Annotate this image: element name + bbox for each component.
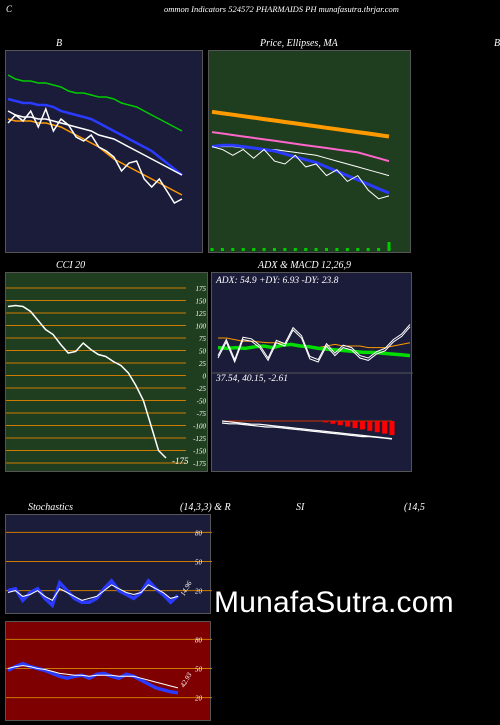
macd-histogram-bar (337, 421, 343, 426)
volume-bar (314, 248, 318, 251)
price-series-0 (211, 109, 390, 139)
macd-histogram-bar (367, 421, 373, 431)
cci-tick-label: -100 (193, 423, 206, 431)
macd-histogram-bar (352, 421, 358, 428)
volume-bar (304, 248, 308, 251)
rsi-series-white (7, 665, 179, 689)
volume-bar (210, 248, 214, 251)
cci-chart: 175 150 125 100 75 50 25 0 -25 -50 -75 -100 -125 -150… (6, 285, 207, 468)
volume-bar (231, 248, 235, 251)
volume-bar (283, 248, 287, 251)
macd-histogram-bar (322, 421, 328, 423)
volume-bar (345, 248, 349, 251)
stochastics-panel: 80 50 20 14.96 (5, 514, 212, 614)
stochastics-series-blue (7, 578, 180, 609)
macd-histogram-bar (389, 421, 395, 435)
cci-tick-label: -50 (197, 398, 207, 406)
chart-title-stochastics: Stochastics (28, 502, 73, 513)
bollinger-series-2 (7, 110, 183, 176)
chart-title-adx: ADX & MACD 12,26,9 (258, 260, 352, 271)
rsi-last-label: 42.93 (179, 671, 194, 689)
chart-title-price: Price, Ellipses, MA (260, 38, 338, 49)
volume-bar (293, 248, 297, 251)
cci-tick-label: -75 (197, 410, 207, 418)
bollinger-series-1 (7, 97, 183, 176)
cci-line (7, 304, 167, 459)
rsi-tick-label: 20 (195, 695, 203, 703)
adx-series-white (217, 326, 411, 364)
volume-bar (262, 248, 266, 251)
bollinger-panel (5, 50, 203, 253)
price-panel (208, 50, 411, 253)
bollinger-chart (7, 74, 183, 204)
rsi-tick-label: 50 (195, 666, 203, 674)
volume-bar (377, 248, 381, 251)
volume-bar (366, 248, 370, 251)
adx-series-green (217, 342, 411, 358)
adx-values: ADX: 54.9 +DY: 6.93 -DY: 23.8 (216, 276, 339, 286)
volume-bar (335, 248, 339, 251)
chart-title-bollinger: B (56, 38, 63, 49)
stochastics-tick-label: 80 (195, 529, 203, 537)
cci-tick-label: 25 (199, 360, 207, 368)
rsi-series-blue (7, 661, 179, 695)
cci-tick-label: -25 (197, 385, 207, 393)
cci-tick-label: 100 (196, 323, 207, 331)
edge-label-b: B (494, 38, 500, 49)
macd-histogram-bar (330, 421, 336, 424)
cci-tick-label: 175 (196, 285, 207, 293)
page-title: ommon Indicators 524572 PHARMAIDS PH mun… (164, 4, 399, 14)
adx-series-white-2 (217, 324, 411, 361)
cci-tick-label: 75 (199, 335, 207, 343)
price-series-3 (211, 143, 390, 195)
watermark: MunafaSutra.com (214, 586, 454, 619)
adx-panel: ADX: 54.9 +DY: 6.93 -DY: 23.8 37.54, 40.… (211, 272, 413, 472)
stochastics-params: (14,3,3) & R (180, 502, 231, 513)
cci-last-label: -175 (172, 456, 189, 466)
volume-bar (387, 242, 391, 251)
adx-macd-chart (212, 324, 413, 440)
stochastics-series-white (7, 584, 179, 601)
bollinger-series-0 (7, 74, 183, 132)
stochastics-last-label: 14.96 (179, 579, 194, 597)
chart-title-cci: CCI 20 (56, 260, 86, 271)
cci-tick-label: 125 (196, 310, 207, 318)
volume-bar (356, 248, 360, 251)
macd-signal-line (221, 422, 393, 440)
price-chart (210, 109, 391, 251)
bollinger-series-4 (7, 106, 183, 204)
rsi-panel: 80 50 20 42.93 (5, 621, 212, 721)
macd-line (221, 420, 393, 440)
volume-bar (241, 248, 245, 251)
volume-bar (272, 248, 276, 251)
header-left-char: C (6, 4, 13, 14)
cci-tick-label: 50 (199, 348, 207, 356)
macd-values: 37.54, 40.15, -2.61 (216, 374, 289, 384)
cci-tick-label: 150 (196, 298, 207, 306)
cci-tick-label: -125 (193, 435, 206, 443)
macd-histogram-bar (382, 421, 388, 434)
price-series-1 (211, 131, 390, 163)
volume-bar (220, 248, 224, 251)
cci-tick-label: 0 (203, 373, 207, 381)
rsi-tick-label: 80 (195, 636, 203, 644)
volume-bar (325, 248, 329, 251)
price-series-4 (211, 146, 390, 200)
cci-tick-label: -150 (193, 448, 206, 456)
volume-bar (252, 248, 256, 251)
macd-histogram-bar (359, 421, 365, 430)
stochastics-tick-label: 50 (195, 559, 203, 567)
stochastics-tick-label: 20 (195, 588, 203, 596)
rsi-params: (14,5 (404, 502, 425, 513)
cci-panel: 175 150 125 100 75 50 25 0 -25 -50 -75 -100 -125 -150… (5, 272, 208, 472)
macd-histogram-bar (374, 421, 380, 433)
cci-tick-label: -175 (193, 460, 206, 468)
macd-histogram-bar (345, 421, 351, 427)
chart-title-rsi: SI (296, 502, 305, 513)
